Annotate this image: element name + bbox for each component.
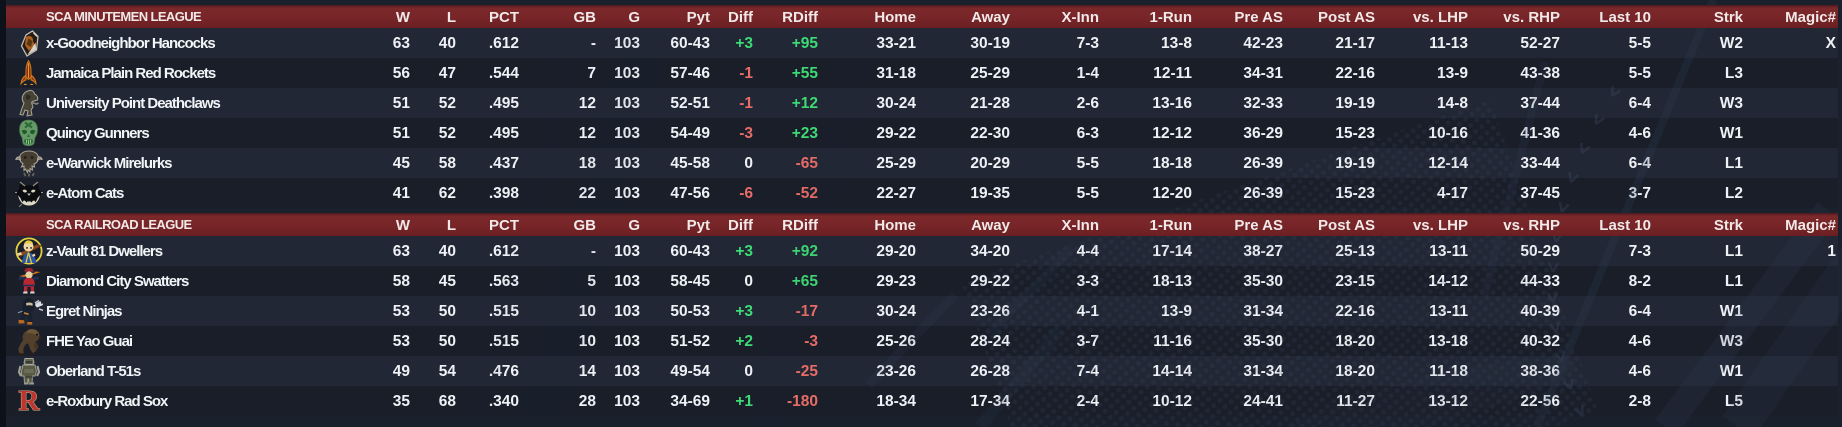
svg-text:R: R [18, 387, 40, 415]
